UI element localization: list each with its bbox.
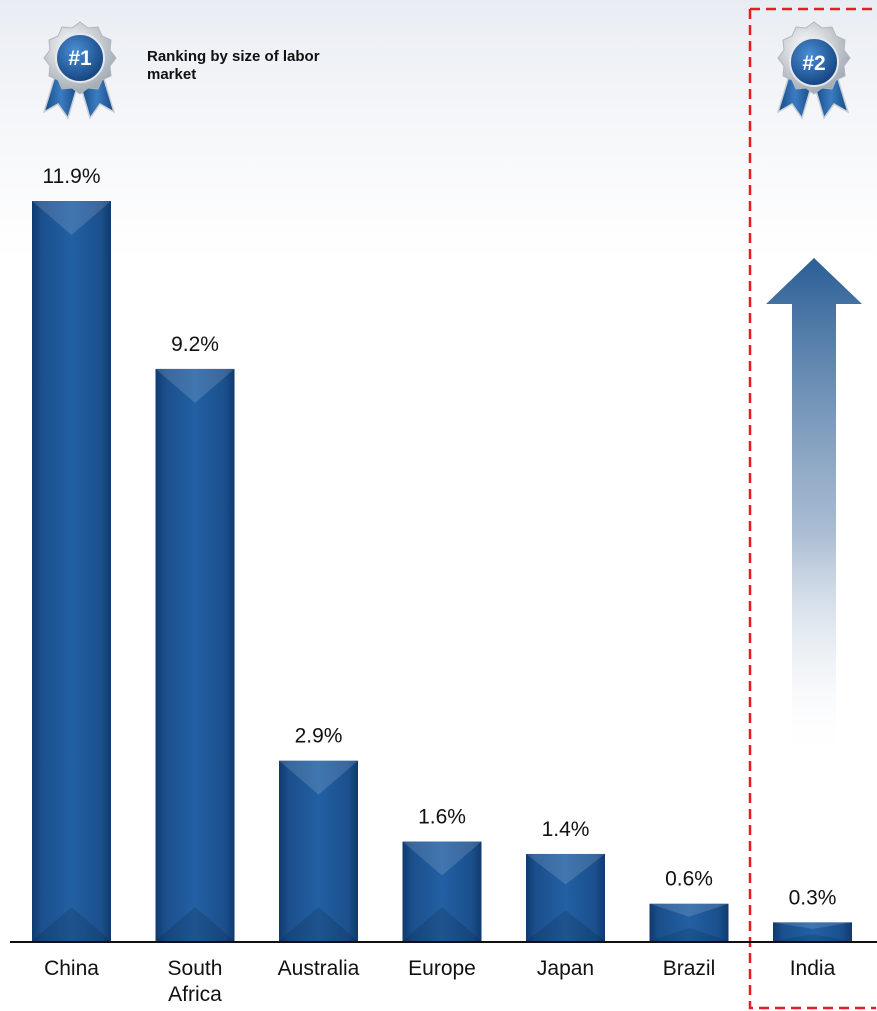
value-label-europe: 1.6% xyxy=(418,806,466,829)
value-label-india: 0.3% xyxy=(789,886,837,909)
bar-japan xyxy=(526,853,605,941)
rank-1-badge-icon: #1 xyxy=(42,21,117,120)
bar-europe xyxy=(402,841,482,941)
bar-brazil xyxy=(649,903,729,941)
bar-australia xyxy=(279,760,358,941)
category-label-europe: Europe xyxy=(408,957,476,980)
rank-2-badge-icon: #2 xyxy=(776,21,851,120)
value-label-brazil: 0.6% xyxy=(665,868,713,891)
bar-china xyxy=(32,201,111,941)
value-label-south-africa: 9.2% xyxy=(171,333,219,356)
value-label-australia: 2.9% xyxy=(295,725,343,748)
category-label-australia: Australia xyxy=(278,957,360,980)
rank-1-label: #1 xyxy=(68,47,92,70)
bar-india xyxy=(773,922,852,941)
growth-arrow-icon xyxy=(766,258,862,760)
category-label-china: China xyxy=(44,957,99,980)
rank-2-label: #2 xyxy=(802,52,825,75)
category-label-brazil: Brazil xyxy=(663,957,716,980)
value-label-china: 11.9% xyxy=(43,165,101,188)
category-label-japan: Japan xyxy=(537,957,594,980)
bar-south-africa xyxy=(155,368,235,941)
ranking-note: Ranking by size of labor market xyxy=(147,48,320,83)
category-label-south-africa: South Africa xyxy=(168,957,223,1006)
highlight-box xyxy=(748,7,876,1010)
category-label-india: India xyxy=(790,957,836,980)
value-label-japan: 1.4% xyxy=(542,818,590,841)
